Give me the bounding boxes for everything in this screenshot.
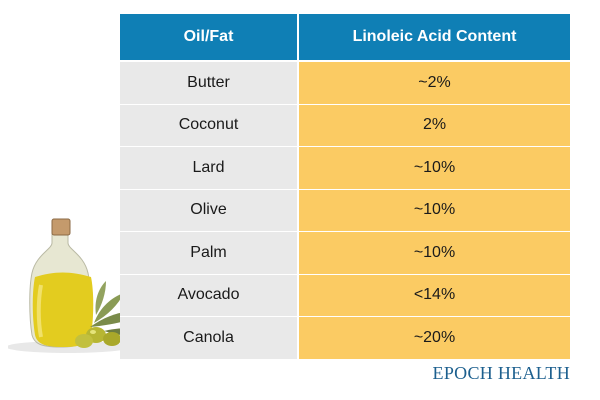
linoleic-value-cell: ~10% <box>299 232 570 274</box>
linoleic-value-cell: ~10% <box>299 147 570 189</box>
table-row: Coconut 2% <box>120 104 570 147</box>
table-header-row: Oil/Fat Linoleic Acid Content <box>120 14 570 62</box>
olive-oil-bottle-icon <box>6 218 152 353</box>
table-row: Butter ~2% <box>120 62 570 105</box>
oil-name-cell: Lard <box>120 147 299 189</box>
olive-oil-illustration <box>6 215 168 360</box>
table-row: Olive ~10% <box>120 189 570 232</box>
linoleic-value-cell: <14% <box>299 274 570 316</box>
table-row: Canola ~20% <box>120 317 570 360</box>
linoleic-value-cell: ~2% <box>299 62 570 104</box>
header-oil-fat: Oil/Fat <box>120 14 299 60</box>
oil-name-cell: Butter <box>120 62 299 104</box>
linoleic-value-cell: ~10% <box>299 189 570 231</box>
linoleic-value-cell: ~20% <box>299 317 570 359</box>
table-row: Palm ~10% <box>120 232 570 275</box>
oil-name-cell: Palm <box>120 232 299 274</box>
oil-name-cell: Avocado <box>120 274 299 316</box>
brand-logo-text: EPOCH HEALTH <box>432 363 570 383</box>
oil-name-cell: Coconut <box>120 104 299 146</box>
oil-name-cell: Canola <box>120 317 299 359</box>
linoleic-value-cell: 2% <box>299 104 570 146</box>
table-row: Lard ~10% <box>120 147 570 190</box>
header-linoleic-acid-content: Linoleic Acid Content <box>299 14 570 60</box>
linoleic-acid-table: Oil/Fat Linoleic Acid Content Butter ~2%… <box>120 14 570 360</box>
table-row: Avocado <14% <box>120 274 570 317</box>
oil-name-cell: Olive <box>120 189 299 231</box>
